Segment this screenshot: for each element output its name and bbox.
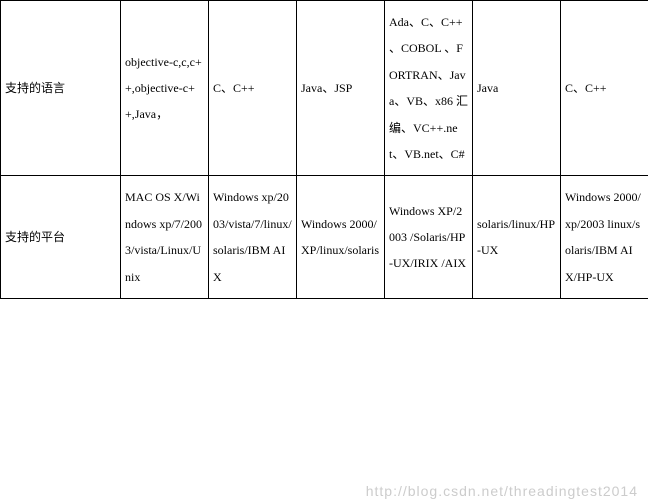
table-cell: C、C++	[561, 1, 648, 176]
row-header: 支持的语言	[1, 1, 121, 176]
table-cell: solaris/linux/HP-UX	[473, 176, 561, 299]
table-cell: Java、JSP	[297, 1, 385, 176]
table-cell: Windows XP/2003 /Solaris/HP-UX/IRIX /AIX	[385, 176, 473, 299]
table-cell: Windows 2000/XP/linux/solaris	[297, 176, 385, 299]
row-header: 支持的平台	[1, 176, 121, 299]
table-cell: Ada、C、C++ 、COBOL 、FORTRAN、Java、VB、x86 汇编…	[385, 1, 473, 176]
table-row: 支持的平台 MAC OS X/Windows xp/7/2003/vista/L…	[1, 176, 648, 299]
table-cell: C、C++	[209, 1, 297, 176]
table-cell: objective-c,c,c++,objective-c++,Java，	[121, 1, 209, 176]
table-cell: Windows 2000/xp/2003 linux/solaris/IBM A…	[561, 176, 648, 299]
comparison-table: 支持的语言 objective-c,c,c++,objective-c++,Ja…	[0, 0, 648, 299]
table-cell: Windows xp/2003/vista/7/linux/solaris/IB…	[209, 176, 297, 299]
table-cell: MAC OS X/Windows xp/7/2003/vista/Linux/U…	[121, 176, 209, 299]
table-cell: Java	[473, 1, 561, 176]
table-row: 支持的语言 objective-c,c,c++,objective-c++,Ja…	[1, 1, 648, 176]
watermark-text: http://blog.csdn.net/threadingtest2014	[366, 483, 638, 499]
